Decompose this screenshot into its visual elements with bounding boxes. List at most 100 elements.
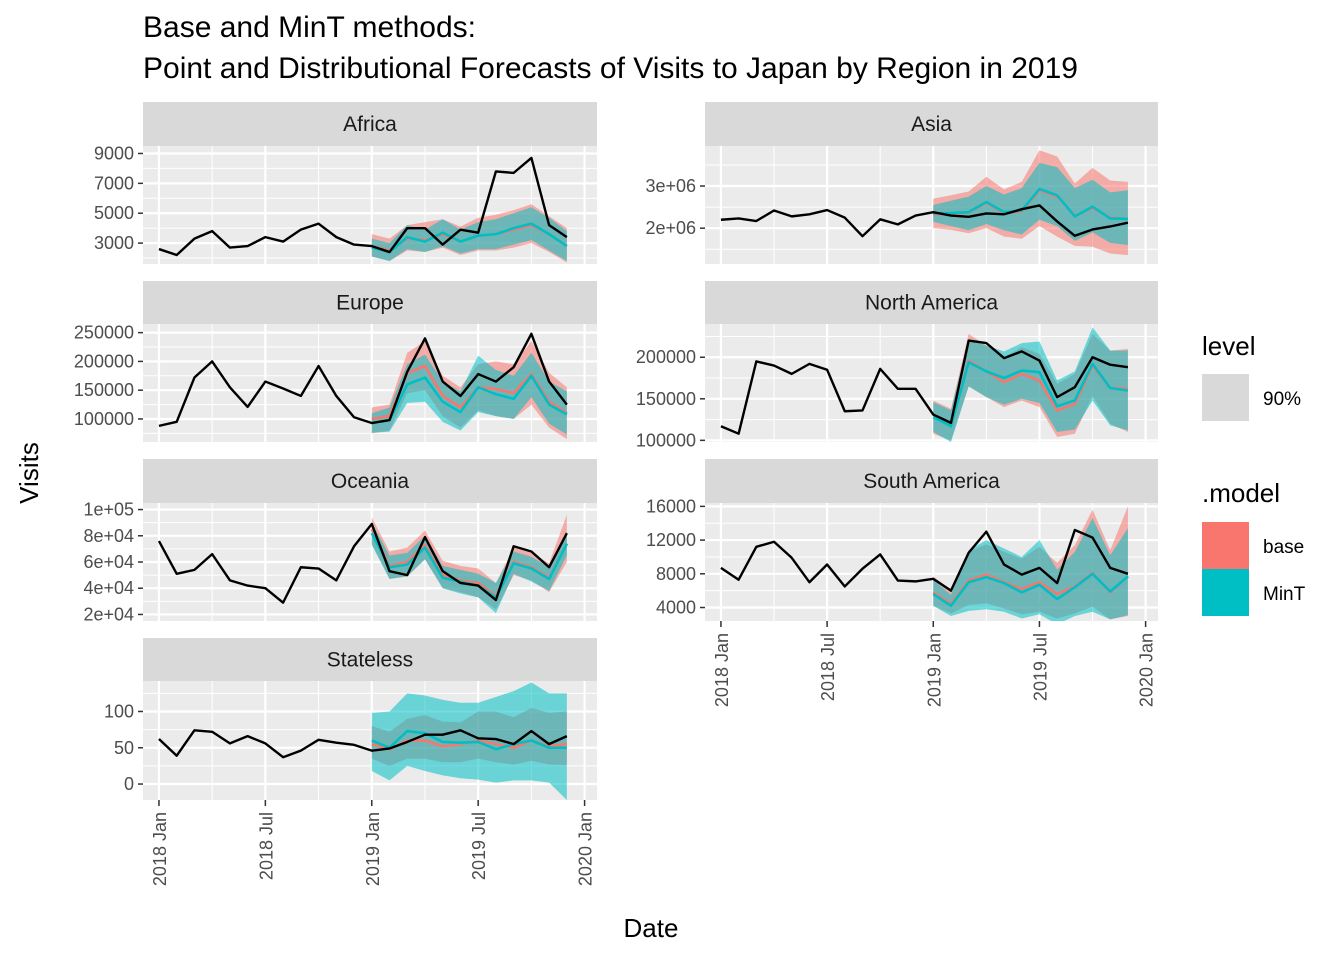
ytick-label-north-america: 200000 [636, 347, 696, 367]
mint-mean-line-europe [371, 374, 568, 425]
series-south-america [720, 506, 1129, 621]
legend-label-base: base [1263, 537, 1304, 558]
strip-stateless [143, 638, 597, 681]
ytick-label-stateless: 0 [124, 774, 134, 794]
ytick-label-africa: 7000 [94, 173, 134, 193]
ytick-label-asia: 2e+06 [645, 218, 696, 238]
xtick-label: 2018 Jan [712, 633, 732, 707]
ytick-label-stateless: 50 [114, 738, 134, 758]
panel-asia: Asia 2e+06 3e+06 [645, 102, 1158, 264]
mint-interval-north-america [933, 327, 1128, 442]
ytick-label-europe: 200000 [74, 351, 134, 371]
series-stateless [158, 682, 568, 800]
legend: level 90% .model base MinT [1202, 331, 1306, 616]
mint-interval-europe [371, 352, 567, 435]
ytick-label-oceania: 1e+05 [83, 500, 134, 520]
legend-level-key [1202, 374, 1249, 421]
xtick-label: 2019 Jan [363, 812, 383, 886]
xtick-label: 2018 Jul [256, 812, 276, 880]
base-interval-oceania [371, 514, 567, 610]
panel-south-america: South America 4000 8000 12000 16000 [646, 459, 1158, 621]
xtick-label: 2018 Jul [818, 633, 838, 701]
legend-key-mint [1202, 569, 1249, 616]
ytick-label-south-america: 16000 [646, 496, 696, 516]
panel-stateless: Stateless 0 50 100 [104, 638, 597, 800]
xtick-label: 2018 Jan [150, 812, 170, 886]
series-oceania [157, 514, 569, 614]
x-axis-title: Date [624, 913, 679, 943]
ytick-label-north-america: 150000 [636, 389, 696, 409]
grid-africa [143, 146, 597, 264]
strip-asia [705, 102, 1158, 146]
strip-south-america [705, 459, 1158, 503]
mint-interval-asia [933, 162, 1128, 246]
mint-mean-line-asia [933, 187, 1128, 221]
strip-north-america [705, 281, 1158, 324]
legend-level-title: level [1202, 331, 1255, 361]
actual-line-south-america [720, 528, 1129, 592]
actual-line-africa [158, 156, 568, 257]
ytick-label-oceania: 8e+04 [83, 526, 134, 546]
ytick-label-europe: 150000 [74, 380, 134, 400]
mint-mean-line-south-america [932, 572, 1129, 608]
x-axis-left: 2018 Jan 2018 Jul 2019 Jan 2019 Jul 2020 Jan [150, 800, 596, 886]
ytick-label-oceania: 4e+04 [83, 578, 134, 598]
ytick-label-africa: 5000 [94, 203, 134, 223]
actual-line-stateless [158, 729, 568, 759]
actual-line-europe [158, 332, 568, 428]
strip-label-oceania: Oceania [331, 470, 410, 493]
panel-oceania: Oceania 2e+04 4e+04 6e+04 8e+04 1e+05 [83, 459, 597, 624]
chart-title-line-2: Point and Distributional Forecasts of Vi… [143, 52, 1078, 85]
mint-mean-line-africa [371, 222, 568, 254]
series-africa [158, 156, 568, 263]
x-axis-right: 2018 Jan 2018 Jul 2019 Jan 2019 Jul 2020 Jan [712, 621, 1157, 707]
actual-line-oceania [157, 522, 568, 604]
ytick-label-south-america: 12000 [646, 530, 696, 550]
series-north-america [720, 327, 1129, 442]
xtick-label: 2020 Jan [576, 812, 596, 886]
mint-mean-line-north-america [932, 360, 1129, 428]
strip-label-europe: Europe [336, 292, 404, 315]
ytick-label-africa: 9000 [94, 143, 134, 163]
mint-interval-south-america [933, 518, 1128, 621]
strip-oceania [143, 459, 597, 503]
actual-line-north-america [720, 339, 1129, 435]
legend-model-title: .model [1202, 478, 1280, 508]
mint-mean-line-stateless [371, 729, 567, 751]
strip-label-africa: Africa [343, 113, 397, 136]
ytick-label-africa: 3000 [94, 233, 134, 253]
series-asia [720, 150, 1129, 256]
xtick-label: 2019 Jul [1030, 633, 1050, 701]
panel-europe: Europe 100000 150000 200000 250000 [74, 281, 597, 442]
ytick-label-stateless: 100 [104, 701, 134, 721]
series-europe [158, 332, 568, 440]
ytick-label-europe: 250000 [74, 323, 134, 343]
legend-level-label: 90% [1263, 389, 1301, 410]
ytick-label-europe: 100000 [74, 409, 134, 429]
ytick-label-north-america: 100000 [636, 430, 696, 450]
ytick-label-asia: 3e+06 [645, 176, 696, 196]
xtick-label: 2020 Jan [1137, 633, 1157, 707]
strip-europe [143, 281, 597, 324]
mint-interval-africa [371, 207, 567, 262]
actual-line-asia [720, 204, 1129, 238]
strip-label-south-america: South America [863, 470, 1000, 493]
panel-north-america: North America 100000 150000 200000 [636, 281, 1158, 450]
ytick-label-oceania: 6e+04 [83, 552, 134, 572]
ytick-label-south-america: 4000 [656, 598, 696, 618]
strip-label-stateless: Stateless [327, 649, 413, 672]
y-axis-title: Visits [14, 442, 44, 504]
strip-label-asia: Asia [911, 113, 952, 136]
xtick-label: 2019 Jul [469, 812, 489, 880]
facet-panels: Africa 3000 5000 7000 9000 Asia 2e+06 3e+06 Euro… [74, 102, 1158, 800]
strip-africa [143, 102, 597, 146]
ytick-label-oceania: 2e+04 [83, 604, 134, 624]
x-axes: 2018 Jan 2018 Jul 2019 Jan 2019 Jul 2020 Jan… [150, 621, 1157, 886]
ytick-label-south-america: 8000 [656, 564, 696, 584]
strip-label-north-america: North America [865, 292, 998, 315]
panel-africa: Africa 3000 5000 7000 9000 [94, 102, 597, 264]
legend-key-base [1202, 522, 1249, 569]
xtick-label: 2019 Jan [924, 633, 944, 707]
chart-title-line-1: Base and MinT methods: [143, 11, 476, 44]
